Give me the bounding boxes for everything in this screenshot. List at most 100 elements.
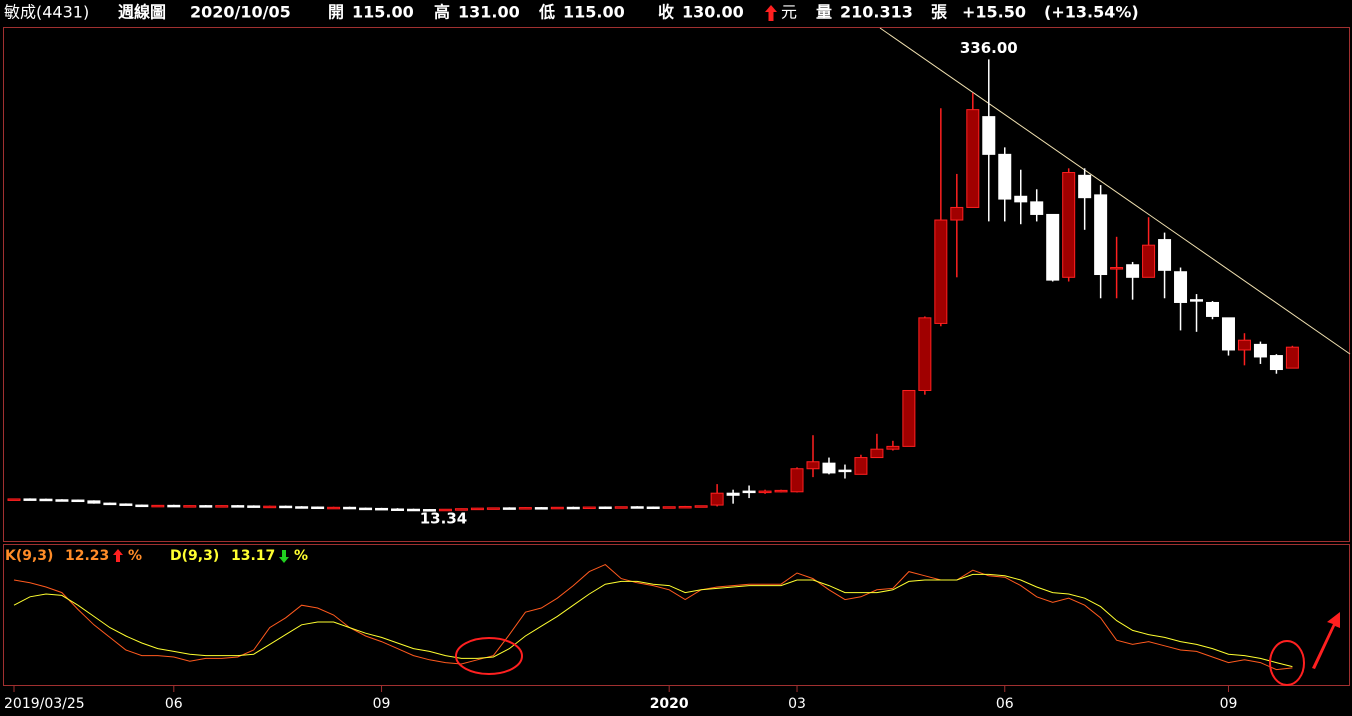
header: 敏成(4431) 週線圖 2020/10/05 開 115.00 高 131.0… (4, 3, 1139, 22)
currency: 元 (781, 3, 797, 22)
up-arrow (113, 549, 123, 562)
volume-unit: 張 (931, 3, 948, 22)
x-tick-label: 06 (165, 696, 183, 712)
candle-body (183, 505, 197, 508)
candle-body (438, 508, 452, 512)
candle-body (710, 492, 724, 506)
volume: 210.313 (840, 3, 913, 22)
candle-body (598, 506, 612, 510)
candle-body (311, 506, 325, 510)
candle-body (534, 507, 548, 510)
candle-body (1253, 343, 1267, 358)
candle-body (870, 448, 884, 459)
candle-body (23, 498, 37, 501)
candle-body (327, 506, 341, 510)
candle-body (7, 498, 21, 501)
legend-name: D(9,3) (170, 548, 219, 564)
candle-body (694, 505, 708, 508)
candle-body (343, 506, 357, 510)
price-panel-frame (3, 27, 1350, 542)
candle-body (918, 317, 932, 391)
kd-line (13, 564, 1293, 671)
candle-body (566, 506, 580, 510)
candle-body (550, 506, 564, 510)
candle-body (39, 498, 53, 502)
candle-body (119, 503, 133, 506)
close-label: 收 (658, 3, 674, 22)
candle-body (391, 508, 405, 511)
candle-body (646, 506, 660, 510)
up-arrow (765, 5, 777, 21)
candle-body (71, 499, 85, 503)
candle-body (375, 507, 389, 511)
x-tick-label: 09 (373, 696, 391, 712)
candle-body (167, 504, 181, 508)
candle-body (1158, 239, 1172, 271)
candle-body (1142, 244, 1156, 278)
candle-body (902, 389, 916, 447)
candle-body (1110, 267, 1124, 270)
candle-body (1206, 301, 1219, 317)
candle-body (582, 506, 596, 510)
trend-line (879, 27, 1351, 355)
candle-body (199, 505, 213, 508)
candle-body (774, 489, 788, 493)
volume-label: 量 (816, 3, 832, 22)
open: 115.00 (352, 3, 414, 22)
candle-body (1046, 213, 1060, 281)
change: +15.50 (962, 3, 1026, 22)
high-label: 高 (434, 3, 450, 22)
candle-body (678, 505, 692, 509)
open-label: 開 (328, 3, 344, 22)
candle-body (1078, 174, 1092, 199)
period: 週線圖 (118, 3, 166, 22)
candle-body (1094, 194, 1108, 276)
candle-body (806, 461, 820, 470)
candle-body (359, 507, 373, 511)
low: 115.00 (563, 3, 625, 22)
candle-body (742, 490, 756, 494)
candle-body (790, 468, 804, 493)
candle-body (982, 116, 996, 155)
candle-body (103, 502, 117, 506)
kd-panel-frame (3, 544, 1350, 686)
low-label: 低 (538, 3, 555, 22)
legend-name: K(9,3) (5, 548, 53, 564)
trend-arrow (1312, 612, 1340, 669)
x-tick-label: 2020 (650, 696, 689, 712)
candle-body (1221, 317, 1235, 351)
candle-body (422, 509, 436, 512)
price-panel: 336.00 13.34 (7, 39, 1299, 528)
legend-value: 13.17 (231, 548, 275, 564)
extreme-label: 336.00 (960, 39, 1018, 57)
candle-body (758, 490, 772, 494)
candle-body (55, 499, 69, 502)
candle-body (934, 219, 948, 324)
highlight-circle (1269, 640, 1305, 686)
legend-unit: % (294, 548, 308, 564)
candle-body (1285, 346, 1299, 369)
close: 130.00 (682, 3, 744, 22)
x-tick-label: 09 (1220, 696, 1238, 712)
candle-body (630, 506, 644, 509)
candle-body (662, 506, 676, 509)
candle-body (1030, 201, 1044, 215)
candle-body (407, 508, 420, 512)
change-percent: (+13.54%) (1044, 3, 1139, 22)
candle-body (502, 507, 516, 510)
x-tick-label: 06 (996, 696, 1014, 712)
x-tick-label: 03 (788, 696, 806, 712)
candle-body (1237, 339, 1251, 351)
candle-body (886, 445, 900, 450)
candle-body (838, 469, 852, 473)
candle-body (215, 505, 229, 508)
candle-body (614, 506, 628, 509)
legend-value: 12.23 (65, 548, 109, 564)
candle-body (1174, 271, 1188, 303)
candle-body (295, 506, 309, 509)
candle-body (1190, 299, 1204, 302)
x-tick-label: 2019/03/25 (4, 696, 85, 712)
highlight-circle (455, 637, 523, 675)
